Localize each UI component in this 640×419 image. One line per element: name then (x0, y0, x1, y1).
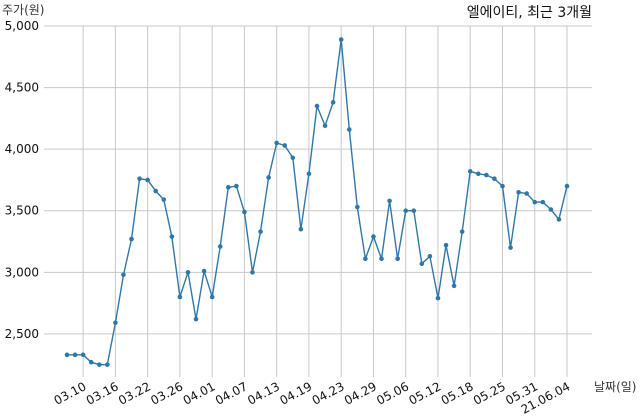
x-tick-label: 04.19 (277, 379, 314, 407)
data-point (524, 191, 529, 196)
data-point (338, 37, 344, 42)
data-point (403, 208, 409, 214)
data-point (548, 207, 554, 212)
data-point (88, 359, 94, 365)
data-point (451, 283, 457, 289)
data-point (306, 171, 312, 177)
x-tick-label: 03.26 (148, 379, 185, 407)
x-tick-label: 05.12 (406, 379, 443, 407)
data-point (80, 352, 86, 358)
y-tick-label: 2,500 (5, 327, 39, 341)
data-point (290, 155, 296, 161)
data-point (193, 316, 199, 322)
chart-title: 엘에이티, 최근 3개월 (467, 5, 592, 21)
data-point (556, 217, 562, 222)
x-tick-label: 05.06 (374, 379, 411, 407)
data-point (500, 183, 505, 189)
x-tick-label: 03.16 (84, 379, 121, 407)
data-point (330, 100, 336, 105)
y-axis-ticks: 2,500 3,000 3,500 4,000 4,500 5,000 (5, 19, 39, 341)
data-point (322, 123, 328, 129)
data-point (516, 189, 521, 195)
data-point (185, 270, 191, 275)
x-tick-label: 03.22 (116, 379, 153, 407)
y-tick-label: 4,500 (5, 81, 39, 95)
data-point (209, 294, 215, 300)
data-point (105, 362, 110, 367)
data-point (419, 261, 425, 266)
data-point (564, 183, 570, 189)
data-point (371, 234, 376, 239)
y-axis-label: 주가(원) (2, 3, 44, 17)
data-point (177, 294, 183, 300)
grid (44, 25, 592, 377)
data-point (225, 185, 231, 190)
x-axis-ticks: 03.1003.1603.2203.2604.0104.0704.1304.19… (52, 379, 573, 416)
data-point (169, 234, 175, 239)
data-point (96, 362, 102, 367)
data-point (234, 183, 239, 189)
y-tick-label: 5,000 (5, 19, 39, 33)
x-tick-label: 05.18 (439, 379, 476, 407)
y-tick-label: 3,000 (5, 265, 39, 279)
data-point (395, 256, 400, 262)
x-tick-label: 05.25 (471, 379, 508, 407)
series-price (64, 37, 570, 367)
data-point (532, 199, 538, 205)
series-line (67, 39, 568, 366)
data-point (72, 352, 78, 358)
x-tick-label: 04.13 (245, 379, 282, 407)
data-point (379, 256, 384, 262)
y-tick-label: 4,000 (5, 142, 39, 156)
data-point (298, 226, 304, 232)
y-tick-label: 3,500 (5, 204, 39, 218)
data-point (145, 177, 150, 183)
data-point (121, 272, 126, 278)
data-point (217, 244, 223, 249)
data-point (387, 198, 392, 204)
data-point (467, 169, 473, 174)
data-point (346, 127, 352, 132)
data-point (266, 175, 271, 180)
data-point (443, 242, 449, 248)
data-point (250, 270, 255, 275)
data-point (492, 176, 497, 182)
data-point (274, 140, 279, 146)
data-point (113, 320, 118, 326)
data-point (540, 199, 546, 205)
x-tick-label: 04.01 (181, 379, 218, 407)
data-point (363, 256, 368, 262)
data-point (411, 208, 417, 214)
data-point (242, 209, 247, 215)
data-point (161, 197, 167, 202)
data-point (427, 254, 433, 259)
data-point (137, 176, 142, 182)
data-point (508, 245, 513, 250)
x-axis-label: 날짜(일) (594, 380, 636, 394)
data-point (459, 229, 465, 234)
x-tick-label: 03.10 (52, 379, 89, 407)
data-point (258, 229, 263, 234)
x-tick-label: 04.07 (213, 379, 250, 407)
data-point (435, 295, 441, 301)
data-point (484, 172, 489, 178)
data-point (355, 204, 360, 210)
data-point (64, 352, 70, 358)
x-tick-label: 04.29 (342, 379, 379, 407)
data-point (129, 236, 134, 242)
data-point (475, 171, 481, 177)
data-point (201, 268, 207, 274)
data-point (314, 103, 320, 109)
data-point (153, 188, 159, 194)
x-tick-label: 04.23 (310, 379, 347, 407)
data-point (282, 143, 288, 148)
